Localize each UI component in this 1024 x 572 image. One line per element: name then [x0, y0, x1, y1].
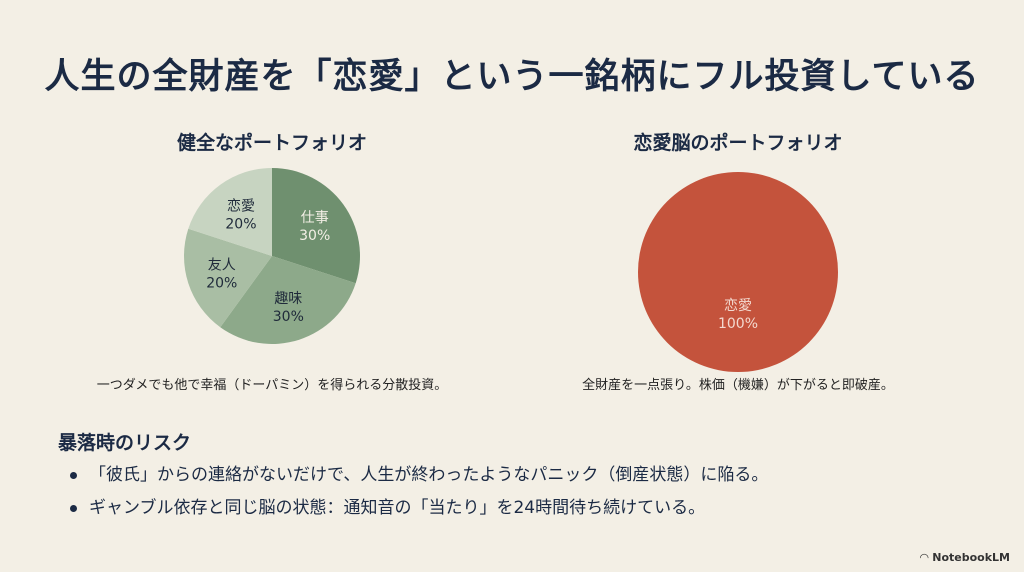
pie-slice-恋愛: [188, 168, 272, 256]
pie-love: 100% 恋愛: [638, 172, 838, 372]
slice-value: 恋愛: [724, 297, 752, 314]
slice-label: 100%: [718, 316, 758, 332]
risk-item-text: 「彼氏」からの連絡がないだけで、人生が終わったようなパニック（倒産状態）に陥る。: [89, 465, 769, 485]
slice-value: 20%: [225, 216, 256, 232]
slice-value: 20%: [206, 275, 237, 291]
chart-title-healthy: 健全なポートフォリオ: [176, 132, 367, 154]
slice-label: 友人: [208, 257, 236, 273]
risk-item: 「彼氏」からの連絡がないだけで、人生が終わったようなパニック（倒産状態）に陥る。: [70, 460, 768, 485]
page-title: 人生の全財産を「恋愛」という一銘柄にフル投資している: [44, 57, 980, 97]
notebooklm-logo: ◠ NotebookLM: [919, 551, 1010, 564]
bullet-icon: [70, 471, 77, 479]
slice-label: 仕事: [301, 210, 329, 226]
pie-slice-趣味: [220, 256, 356, 344]
caption-love: 全財産を一点張り。株価（機嫌）が下がると即破産。: [582, 378, 894, 393]
bullet-icon: [70, 504, 77, 512]
slice-label: 恋愛: [227, 197, 255, 214]
pie-slice-恋愛: [638, 172, 838, 372]
pie-healthy: 仕事 30% 趣味 30% 友人 20% 恋愛 20%: [184, 168, 360, 344]
slice-value: 30%: [299, 228, 330, 244]
pie-slice-友人: [184, 228, 272, 328]
risk-item-text: ギャンブル依存と同じ脳の状態：通知音の「当たり」を24時間待ち続けている。: [89, 498, 706, 518]
slice-value: 30%: [273, 309, 304, 325]
slice-label: 趣味: [274, 291, 302, 307]
pie-slice-仕事: [272, 168, 360, 284]
risk-item: ギャンブル依存と同じ脳の状態：通知音の「当たり」を24時間待ち続けている。: [70, 493, 705, 518]
chart-title-love: 恋愛脳のポートフォリオ: [633, 132, 843, 154]
risk-heading: 暴落時のリスク: [58, 432, 192, 454]
caption-healthy: 一つダメでも他で幸福（ドーパミン）を得られる分散投資。: [96, 378, 448, 393]
